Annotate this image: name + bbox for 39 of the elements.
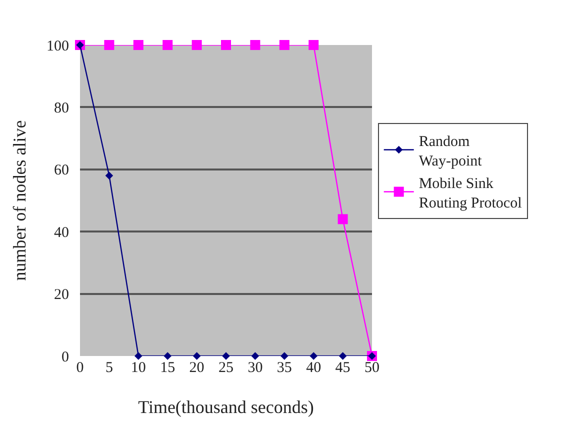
point bbox=[308, 40, 319, 50]
y-tick-label: 0 bbox=[62, 349, 69, 366]
x-tick-label: 10 bbox=[130, 360, 146, 376]
legend-label: Random Way-point bbox=[418, 134, 483, 170]
point bbox=[162, 40, 173, 50]
y-tick-label: 40 bbox=[54, 224, 69, 241]
point bbox=[221, 40, 231, 50]
x-tick-label: 50 bbox=[364, 360, 380, 376]
point bbox=[134, 352, 142, 360]
y-tick-label: 20 bbox=[54, 287, 69, 304]
x-tick-label: 5 bbox=[105, 360, 113, 376]
point bbox=[338, 352, 347, 360]
point bbox=[133, 40, 144, 50]
point bbox=[310, 352, 318, 360]
x-tick-label: 25 bbox=[218, 360, 234, 376]
point bbox=[222, 352, 230, 360]
point bbox=[251, 352, 260, 360]
point bbox=[104, 40, 114, 50]
x-tick-label: 40 bbox=[306, 360, 322, 376]
y-tick-label: 80 bbox=[54, 100, 69, 116]
point bbox=[192, 40, 202, 50]
legend-label: Mobile Sink Routing Protocol bbox=[418, 176, 522, 212]
x-tick-label: 15 bbox=[160, 360, 176, 376]
point bbox=[280, 352, 288, 360]
point bbox=[105, 172, 114, 180]
point bbox=[164, 352, 172, 360]
x-tick-label: 35 bbox=[276, 360, 292, 376]
x-tick-label: 45 bbox=[335, 360, 350, 376]
point bbox=[279, 40, 290, 50]
x-tick-label: 20 bbox=[189, 360, 204, 376]
x-axis-title: Time(thousand seconds) bbox=[138, 397, 314, 418]
point bbox=[250, 40, 260, 50]
x-tick-label: 0 bbox=[76, 360, 84, 376]
y-tick-label: 60 bbox=[54, 162, 69, 179]
y-axis-title: number of nodes alive bbox=[10, 120, 30, 281]
point bbox=[338, 214, 348, 224]
x-tick-label: 30 bbox=[248, 360, 263, 376]
point bbox=[192, 352, 201, 360]
y-tick-label: 100 bbox=[46, 38, 69, 54]
